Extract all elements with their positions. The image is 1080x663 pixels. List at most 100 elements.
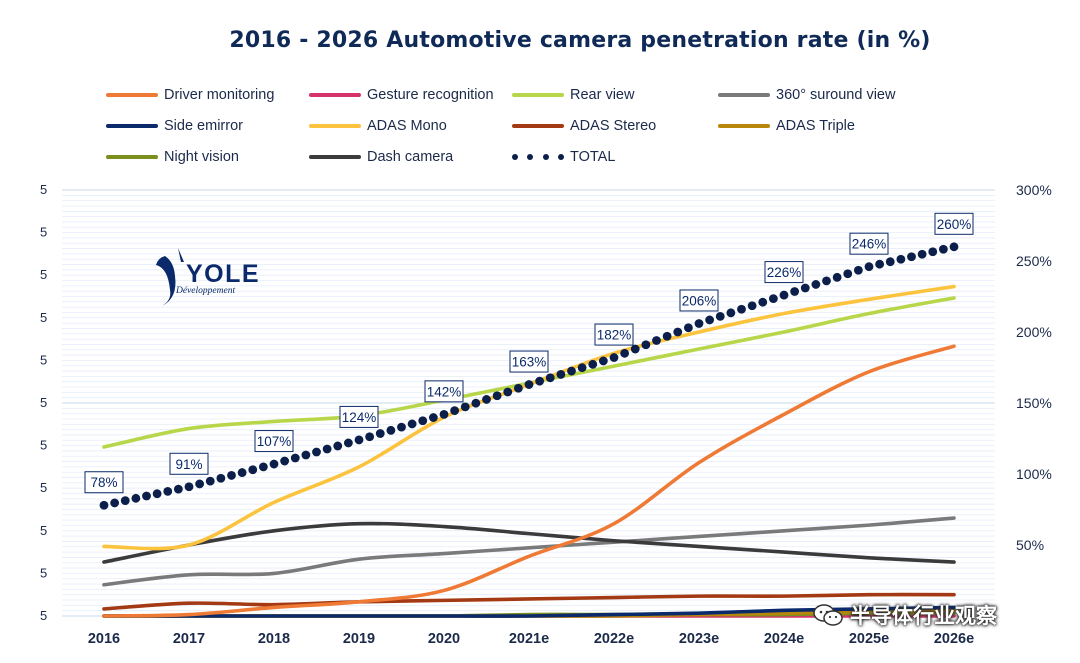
total-dot xyxy=(216,473,226,483)
total-dot xyxy=(609,353,619,362)
total-dot xyxy=(237,468,247,477)
x-tick-label: 2019 xyxy=(343,631,375,647)
legend-label: Night vision xyxy=(164,149,239,165)
total-dot xyxy=(503,387,513,397)
total-dot xyxy=(715,311,725,321)
y-tick-label-left: 5 xyxy=(40,267,47,282)
y-tick-label-right: 300% xyxy=(1016,182,1052,198)
y-tick-label-left: 5 xyxy=(40,352,47,367)
legend-item: Night vision xyxy=(106,147,239,167)
total-dot xyxy=(556,370,566,379)
legend-label: Side emirror xyxy=(164,118,243,134)
logo-mark xyxy=(156,256,176,306)
series-line-dash-camera xyxy=(102,521,956,564)
total-dot xyxy=(800,283,810,293)
total-dot xyxy=(460,402,470,412)
y-tick-label-right: 50% xyxy=(1016,537,1044,553)
total-dot xyxy=(269,459,279,469)
total-dot xyxy=(248,465,258,475)
data-label: 163% xyxy=(512,355,547,370)
total-dot xyxy=(683,323,693,333)
watermark-text: 半导体行业观察 xyxy=(850,605,997,628)
total-dot xyxy=(673,327,683,337)
wechat-icon xyxy=(813,604,843,626)
total-dot xyxy=(790,287,800,296)
legend-label: ADAS Triple xyxy=(776,118,855,134)
legend-item: Rear view xyxy=(512,85,634,105)
y-tick-label-left: 5 xyxy=(40,395,47,410)
total-dot xyxy=(524,380,534,389)
data-label: 107% xyxy=(257,434,292,449)
legend-item: ADAS Stereo xyxy=(512,116,656,136)
data-label: 78% xyxy=(90,475,117,490)
y-tick-label-right: 150% xyxy=(1016,395,1052,411)
total-dot xyxy=(535,376,545,386)
legend-swatch xyxy=(512,93,564,97)
total-dot xyxy=(343,438,353,448)
total-dot xyxy=(864,262,874,272)
data-label-box xyxy=(594,323,634,346)
legend-label: ADAS Stereo xyxy=(570,118,657,134)
data-label: 124% xyxy=(342,410,377,425)
legend-item: ADAS Triple xyxy=(718,116,855,136)
data-label: 91% xyxy=(175,457,202,472)
total-dot xyxy=(386,425,396,435)
total-dot xyxy=(811,280,821,289)
total-dot xyxy=(822,276,831,286)
legend-swatch xyxy=(106,124,158,128)
total-dot xyxy=(258,462,268,472)
y-tick-label-left: 5 xyxy=(40,480,47,495)
legend-swatch xyxy=(106,155,158,159)
total-dot xyxy=(598,356,608,366)
total-dot xyxy=(620,348,630,358)
data-label: 206% xyxy=(682,293,717,308)
total-dot xyxy=(152,489,162,499)
legend-item: Gesture recognition xyxy=(309,85,494,105)
data-label: 246% xyxy=(852,237,887,252)
legend-swatch xyxy=(309,93,361,97)
x-tick-label: 2016 xyxy=(88,631,120,647)
y-tick-label-left: 5 xyxy=(40,438,47,453)
total-dot xyxy=(173,484,183,494)
logo-subtext: Développement xyxy=(175,286,235,296)
legend-swatch xyxy=(718,124,770,128)
legend-item: Driver monitoring xyxy=(106,85,274,105)
total-dot xyxy=(322,444,332,454)
legend-item: TOTAL xyxy=(512,147,615,167)
x-tick-label: 2022e xyxy=(594,631,634,647)
legend-label: Driver monitoring xyxy=(164,87,275,103)
data-label-box xyxy=(849,232,889,255)
legend-item: Dash camera xyxy=(309,147,453,167)
x-tick-label: 2020 xyxy=(428,631,460,647)
legend-item: 360° suround view xyxy=(718,85,895,105)
total-dot xyxy=(513,383,523,393)
total-dot xyxy=(917,249,927,259)
total-dot xyxy=(471,398,481,408)
total-dot xyxy=(662,331,672,341)
total-dot xyxy=(205,476,215,486)
total-dot xyxy=(301,450,311,460)
total-dot xyxy=(705,315,715,325)
y-tick-label-right: 200% xyxy=(1016,324,1052,340)
total-dot xyxy=(630,344,640,354)
legend-swatch xyxy=(718,93,770,97)
total-dot xyxy=(832,272,842,282)
y-tick-label-left: 5 xyxy=(40,523,47,538)
total-dot xyxy=(184,482,194,492)
total-dot xyxy=(195,479,205,489)
total-dot xyxy=(99,500,109,510)
total-dot xyxy=(907,252,916,262)
data-label-box xyxy=(509,350,549,373)
total-dot xyxy=(450,406,460,416)
total-dot xyxy=(875,259,885,269)
legend-label: 360° suround view xyxy=(776,87,896,103)
data-label-box xyxy=(679,289,719,312)
data-label: 142% xyxy=(427,384,462,399)
legend-label: Gesture recognition xyxy=(367,87,494,103)
legend-item: ADAS Mono xyxy=(309,116,447,136)
logo-text: YOLE xyxy=(186,260,260,288)
page-title: 2016 - 2026 Automotive camera penetratio… xyxy=(229,28,931,53)
legend-label: TOTAL xyxy=(570,149,616,165)
total-dot xyxy=(397,422,406,432)
total-dot xyxy=(142,491,151,501)
